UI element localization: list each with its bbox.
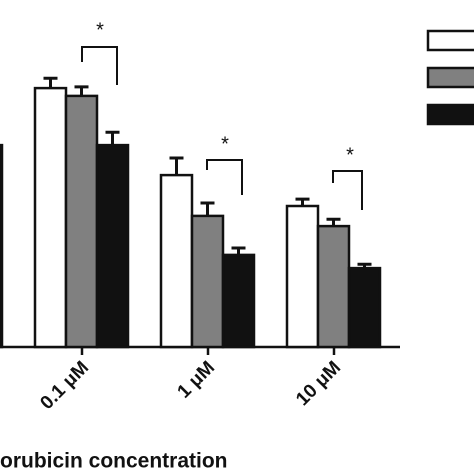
error-bar bbox=[43, 76, 58, 89]
bracket bbox=[81, 46, 118, 85]
x-axis-title: orubicin concentration bbox=[0, 450, 228, 473]
bar bbox=[0, 143, 4, 349]
error-bar bbox=[105, 130, 120, 146]
bar bbox=[190, 214, 225, 349]
legend-swatch bbox=[426, 66, 474, 89]
significance: * bbox=[96, 19, 104, 41]
error-bar bbox=[169, 156, 184, 176]
significance: * bbox=[221, 133, 229, 155]
bar bbox=[285, 204, 320, 349]
legend-swatch bbox=[426, 103, 474, 126]
bar bbox=[64, 94, 99, 349]
legend-swatch bbox=[426, 29, 474, 52]
x-tick-label: 1 μM bbox=[174, 357, 219, 402]
x-tick-label: 10 μM bbox=[292, 357, 345, 410]
bar bbox=[95, 143, 130, 349]
bar bbox=[33, 86, 68, 349]
bracket bbox=[206, 159, 243, 195]
x-tick-label: 0.1 μM bbox=[36, 357, 93, 414]
error-bar bbox=[200, 201, 215, 216]
error-bar bbox=[74, 85, 89, 96]
bracket bbox=[332, 170, 363, 210]
bar bbox=[221, 253, 256, 349]
bar bbox=[347, 266, 382, 349]
bar bbox=[316, 224, 351, 349]
significance: * bbox=[346, 144, 354, 166]
bar bbox=[159, 173, 194, 349]
